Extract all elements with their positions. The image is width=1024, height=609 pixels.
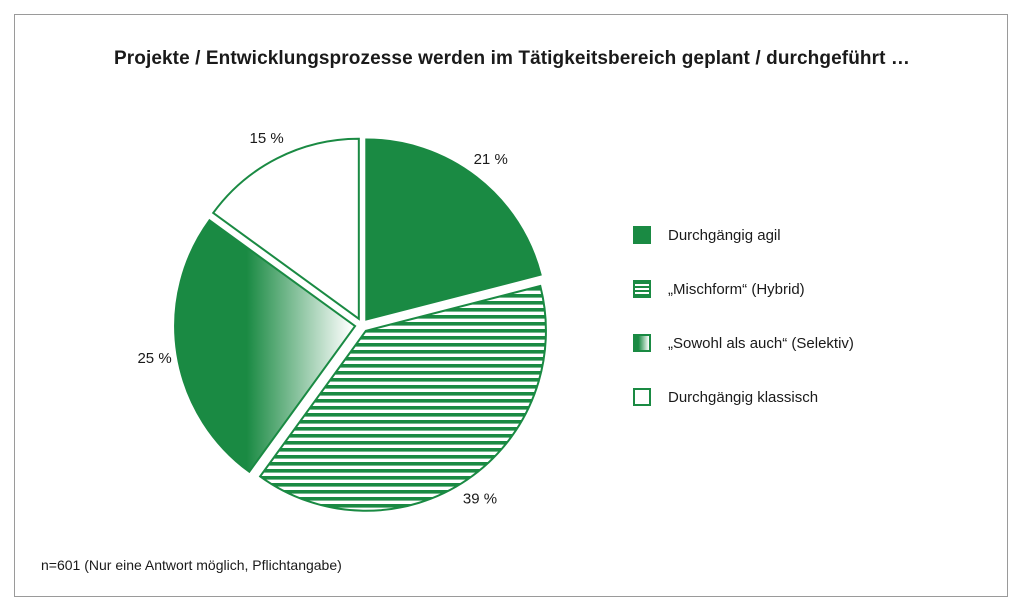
data-label-klassisch: 15 % — [250, 130, 284, 147]
legend-label: Durchgängig agil — [668, 226, 781, 244]
legend-swatch-solid — [633, 226, 651, 244]
legend-item-hybrid: „Mischform“ (Hybrid) — [633, 278, 805, 300]
footnote: n=601 (Nur eine Antwort möglich, Pflicht… — [41, 557, 342, 573]
data-label-selektiv: 25 % — [137, 350, 171, 367]
chart-frame — [14, 14, 1008, 597]
legend-item-klassisch: Durchgängig klassisch — [633, 386, 818, 408]
pie-slice-selektiv — [174, 218, 357, 474]
legend-label: „Mischform“ (Hybrid) — [668, 280, 805, 298]
legend-label: Durchgängig klassisch — [668, 388, 819, 406]
legend-item-agil: Durchgängig agil — [633, 224, 781, 246]
legend-item-selektiv: „Sowohl als auch“ (Selektiv) — [633, 332, 854, 354]
legend-label: „Sowohl als auch“ (Selektiv) — [668, 334, 854, 352]
legend-swatch-stripes — [633, 280, 651, 298]
legend-swatch-gradient — [633, 334, 651, 352]
data-label-agil: 21 % — [474, 151, 508, 168]
pie-slice-hybrid — [258, 284, 547, 512]
chart-title: Projekte / Entwicklungsprozesse werden i… — [113, 48, 911, 69]
pie-slice-klassisch — [211, 137, 360, 321]
legend-swatch-empty — [633, 388, 651, 406]
data-label-hybrid: 39 % — [463, 491, 497, 508]
pie-slice-agil — [365, 138, 542, 321]
